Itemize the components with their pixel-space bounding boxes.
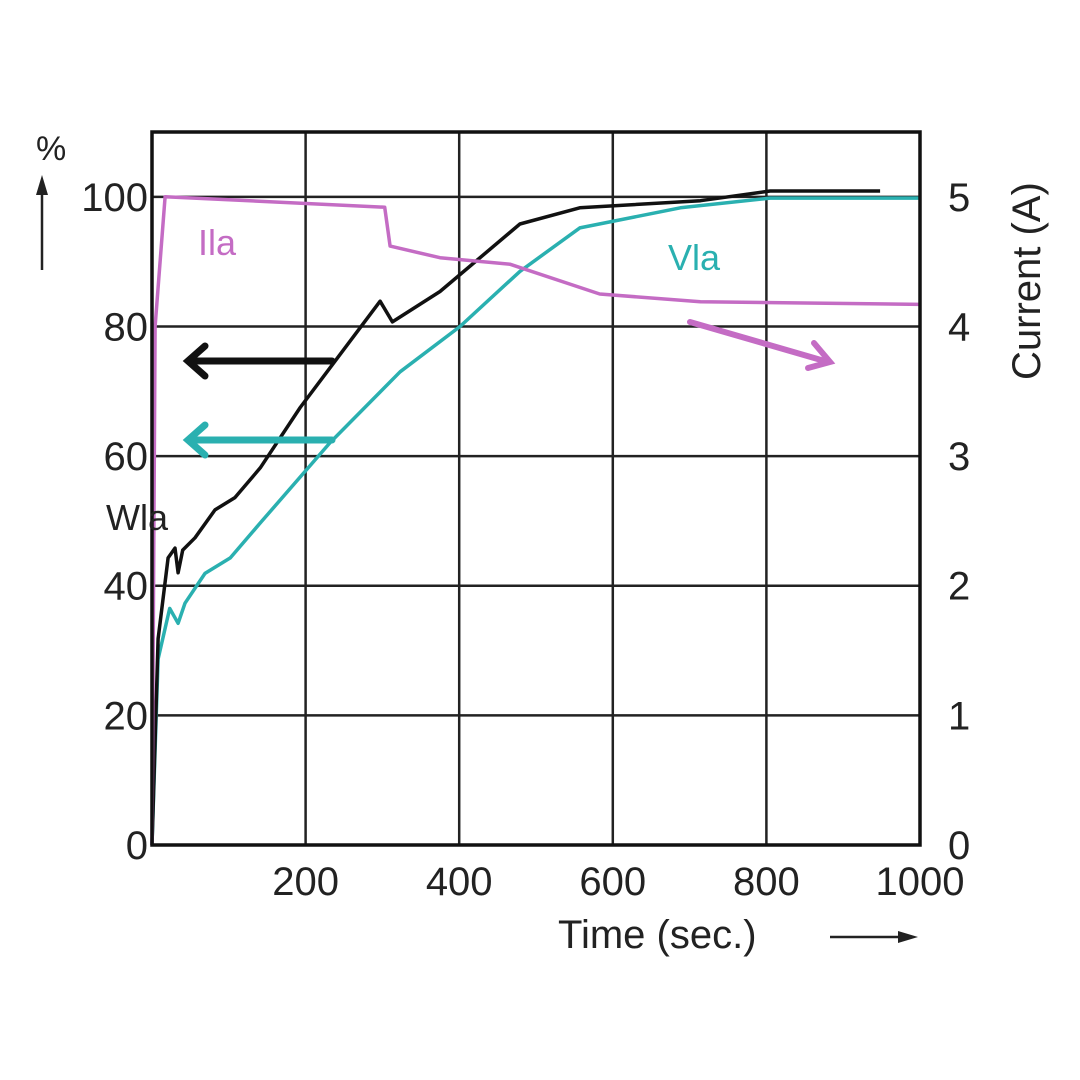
y-left-tick-label: 40 — [104, 565, 149, 609]
y-left-tick-label: 0 — [126, 824, 148, 868]
series-label-vla: Vla — [668, 237, 721, 278]
x-axis-label: Time (sec.) — [558, 913, 757, 957]
series-label-ila: Ila — [198, 222, 237, 263]
series-lines — [150, 189, 921, 846]
vla-left-axis-arrow-icon — [182, 421, 336, 459]
y-left-tick-label: 100 — [81, 176, 148, 220]
y-right-label: Current (A) — [1005, 182, 1049, 380]
wla-left-axis-arrow-icon — [182, 342, 336, 380]
y-left-tick-label: 60 — [104, 435, 149, 479]
series-line-wla — [150, 189, 881, 846]
x-tick-label: 400 — [426, 860, 493, 904]
y-right-tick-label: 0 — [948, 824, 970, 868]
y-right-tick-label: 4 — [948, 305, 970, 349]
x-tick-label: 600 — [579, 860, 646, 904]
x-tick-label: 800 — [733, 860, 800, 904]
series-line-vla — [150, 196, 920, 846]
series-line-ila — [150, 195, 921, 846]
ila-right-axis-arrow-icon — [687, 319, 836, 371]
y-right-tick-label: 1 — [948, 694, 970, 738]
y-right-tick-label: 3 — [948, 435, 970, 479]
y-right-tick-label: 2 — [948, 565, 970, 609]
x-right-arrow-icon — [830, 931, 918, 943]
series-label-wla: Wla — [106, 497, 169, 538]
grid — [152, 132, 920, 845]
y-right-tick-label: 5 — [948, 176, 970, 220]
x-tick-label: 1000 — [876, 860, 965, 904]
y-up-arrow-icon — [36, 175, 48, 270]
x-tick-label: 200 — [272, 860, 339, 904]
y-left-unit: % — [36, 130, 66, 168]
y-left-tick-label: 80 — [104, 305, 149, 349]
y-left-tick-label: 20 — [104, 694, 149, 738]
plot-frame — [150, 130, 922, 847]
